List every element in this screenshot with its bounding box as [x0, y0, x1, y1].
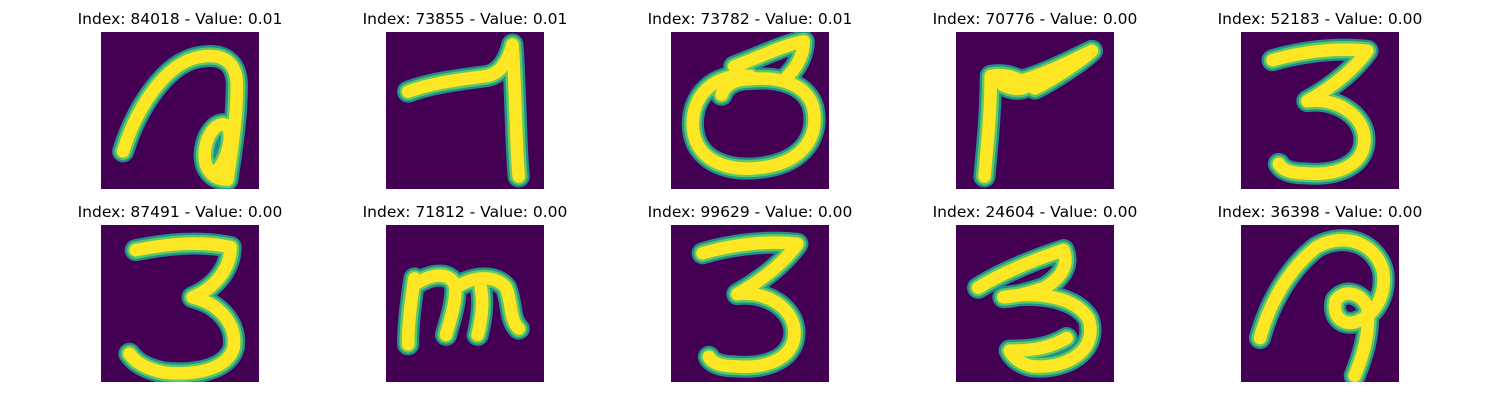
digit-stroke-core [471, 281, 489, 342]
digit-image [386, 32, 544, 189]
digit-stroke-core [198, 118, 237, 186]
image-panel: Index: 24604 - Value: 0.00 [895, 201, 1175, 386]
image-panel: Index: 52183 - Value: 0.00 [1180, 8, 1460, 193]
digit-image [956, 225, 1114, 382]
panel-title: Index: 73855 - Value: 0.01 [362, 10, 568, 28]
digit-image [101, 225, 259, 382]
panel-title: Index: 24604 - Value: 0.00 [932, 203, 1138, 221]
digit-image [386, 225, 544, 382]
digit-image [1241, 32, 1399, 189]
digit-stroke-core [997, 44, 1099, 95]
panel-title: Index: 99629 - Value: 0.00 [647, 203, 853, 221]
panel-title: Index: 87491 - Value: 0.00 [77, 203, 283, 221]
digit-stroke-core [971, 243, 1097, 373]
digit-stroke-core [449, 272, 526, 335]
digit-stroke-core [686, 69, 821, 175]
image-panel: Index: 87491 - Value: 0.00 [40, 201, 320, 386]
panel-title: Index: 36398 - Value: 0.00 [1217, 203, 1423, 221]
image-panel: Index: 70776 - Value: 0.00 [895, 8, 1175, 193]
image-panel: Index: 99629 - Value: 0.00 [610, 201, 890, 386]
digit-image [671, 225, 829, 382]
digit-stroke-core [1253, 233, 1390, 382]
digit-stroke-core [727, 35, 811, 83]
digit-image [1241, 225, 1399, 382]
image-panel: Index: 71812 - Value: 0.00 [325, 201, 605, 386]
image-panel: Index: 73782 - Value: 0.01 [610, 8, 890, 193]
digit-stroke-core [1266, 43, 1374, 181]
digit-stroke-core [401, 38, 526, 183]
digit-image [101, 32, 259, 189]
image-panel: Index: 36398 - Value: 0.00 [1180, 201, 1460, 386]
panel-title: Index: 84018 - Value: 0.01 [77, 10, 283, 28]
digit-image [956, 32, 1114, 189]
image-panel: Index: 73855 - Value: 0.01 [325, 8, 605, 193]
panel-title: Index: 71812 - Value: 0.00 [362, 203, 568, 221]
digit-stroke-core [123, 237, 241, 380]
panel-title: Index: 52183 - Value: 0.00 [1217, 10, 1423, 28]
digit-image [671, 32, 829, 189]
image-panel: Index: 84018 - Value: 0.01 [40, 8, 320, 193]
panel-title: Index: 73782 - Value: 0.01 [647, 10, 853, 28]
panel-title: Index: 70776 - Value: 0.00 [932, 10, 1138, 28]
digit-stroke-core [696, 236, 804, 374]
